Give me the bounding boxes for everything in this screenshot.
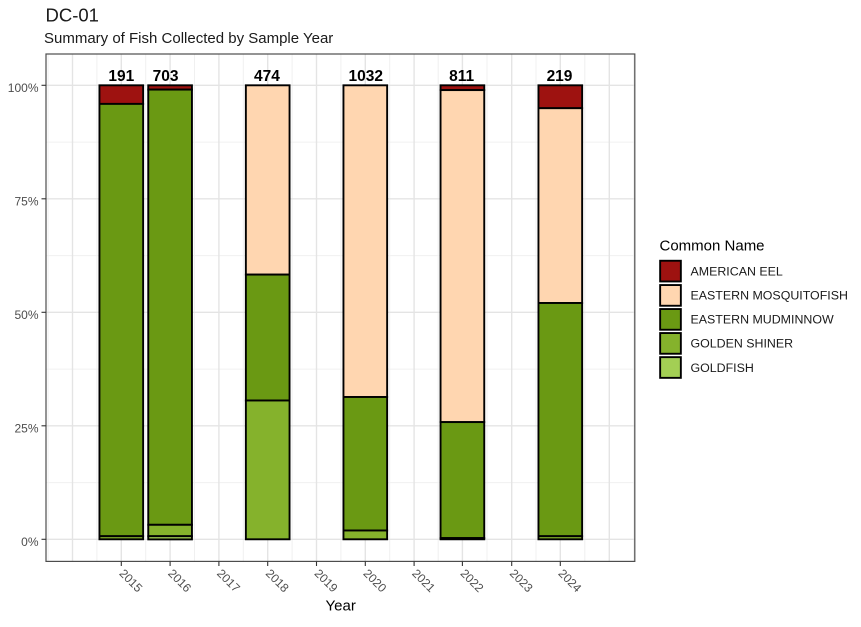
svg-text:EASTERN MUDMINNOW: EASTERN MUDMINNOW bbox=[691, 313, 834, 327]
svg-text:50%: 50% bbox=[14, 308, 38, 322]
svg-text:Summary of Fish Collected by S: Summary of Fish Collected by Sample Year bbox=[44, 30, 333, 47]
svg-text:703: 703 bbox=[153, 68, 179, 85]
svg-text:Common Name: Common Name bbox=[660, 237, 765, 254]
svg-text:474: 474 bbox=[254, 68, 280, 85]
svg-text:AMERICAN EEL: AMERICAN EEL bbox=[691, 264, 783, 278]
svg-text:GOLDEN SHINER: GOLDEN SHINER bbox=[691, 337, 794, 351]
svg-text:191: 191 bbox=[108, 68, 134, 85]
svg-text:DC-01: DC-01 bbox=[46, 5, 99, 26]
svg-text:Year: Year bbox=[326, 598, 356, 615]
svg-text:1032: 1032 bbox=[349, 68, 383, 85]
svg-text:0%: 0% bbox=[21, 535, 39, 549]
svg-text:25%: 25% bbox=[14, 421, 38, 435]
svg-text:811: 811 bbox=[449, 68, 474, 85]
svg-text:EASTERN MOSQUITOFISH: EASTERN MOSQUITOFISH bbox=[691, 289, 848, 303]
svg-text:75%: 75% bbox=[14, 194, 38, 208]
svg-text:100%: 100% bbox=[8, 81, 39, 95]
svg-text:219: 219 bbox=[547, 68, 573, 85]
svg-text:GOLDFISH: GOLDFISH bbox=[691, 361, 754, 375]
